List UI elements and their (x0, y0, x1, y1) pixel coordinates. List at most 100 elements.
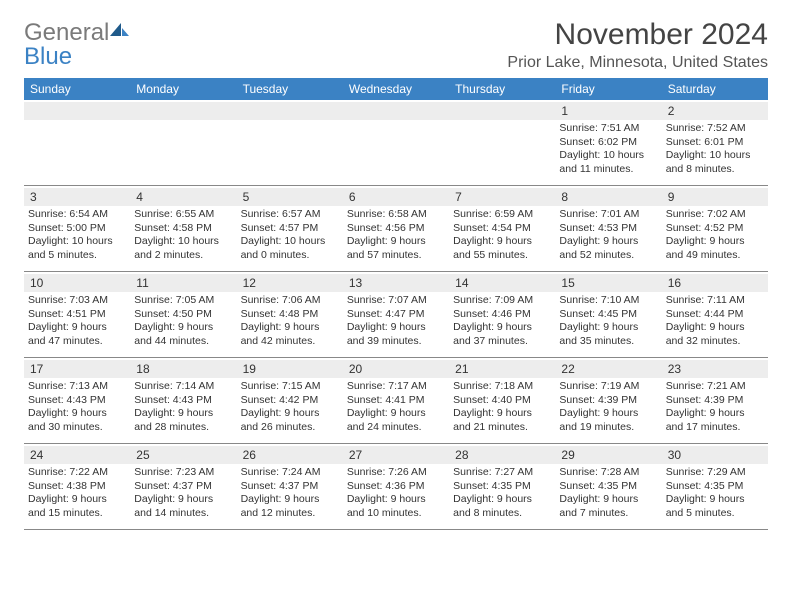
day-sunrise: Sunrise: 7:21 AM (666, 380, 764, 394)
day-daylight1: Daylight: 9 hours (559, 407, 657, 421)
logo: General Blue (24, 18, 131, 69)
day-number: 6 (343, 188, 449, 206)
day-cell (449, 100, 555, 186)
weekday-header: Wednesday (343, 78, 449, 100)
day-daylight2: and 8 minutes. (666, 163, 764, 177)
weekday-header: Tuesday (237, 78, 343, 100)
day-daylight1: Daylight: 9 hours (134, 493, 232, 507)
day-daylight2: and 5 minutes. (28, 249, 126, 263)
day-cell: 27Sunrise: 7:26 AMSunset: 4:36 PMDayligh… (343, 444, 449, 530)
day-sunset: Sunset: 4:43 PM (134, 394, 232, 408)
day-sunrise: Sunrise: 7:07 AM (347, 294, 445, 308)
day-number: 21 (449, 360, 555, 378)
empty-day-stripe (343, 102, 449, 120)
day-number: 27 (343, 446, 449, 464)
day-cell (130, 100, 236, 186)
day-number: 22 (555, 360, 661, 378)
day-daylight2: and 10 minutes. (347, 507, 445, 521)
day-sunset: Sunset: 4:35 PM (453, 480, 551, 494)
day-cell: 25Sunrise: 7:23 AMSunset: 4:37 PMDayligh… (130, 444, 236, 530)
day-sunrise: Sunrise: 7:29 AM (666, 466, 764, 480)
week-row: 3Sunrise: 6:54 AMSunset: 5:00 PMDaylight… (24, 186, 768, 272)
day-number: 24 (24, 446, 130, 464)
day-number: 1 (555, 102, 661, 120)
day-number: 26 (237, 446, 343, 464)
day-number: 20 (343, 360, 449, 378)
day-sunrise: Sunrise: 7:15 AM (241, 380, 339, 394)
week-row: 24Sunrise: 7:22 AMSunset: 4:38 PMDayligh… (24, 444, 768, 530)
day-number: 9 (662, 188, 768, 206)
day-number: 8 (555, 188, 661, 206)
day-cell: 9Sunrise: 7:02 AMSunset: 4:52 PMDaylight… (662, 186, 768, 272)
day-sunset: Sunset: 6:01 PM (666, 136, 764, 150)
day-daylight1: Daylight: 9 hours (453, 235, 551, 249)
day-sunrise: Sunrise: 7:28 AM (559, 466, 657, 480)
day-cell: 4Sunrise: 6:55 AMSunset: 4:58 PMDaylight… (130, 186, 236, 272)
day-daylight1: Daylight: 10 hours (28, 235, 126, 249)
logo-sail-icon (109, 22, 131, 40)
day-daylight1: Daylight: 9 hours (28, 407, 126, 421)
day-sunrise: Sunrise: 7:10 AM (559, 294, 657, 308)
day-sunset: Sunset: 4:39 PM (666, 394, 764, 408)
day-sunrise: Sunrise: 7:02 AM (666, 208, 764, 222)
day-number: 11 (130, 274, 236, 292)
day-daylight1: Daylight: 9 hours (666, 493, 764, 507)
weekday-header: Sunday (24, 78, 130, 100)
day-sunrise: Sunrise: 7:23 AM (134, 466, 232, 480)
day-sunset: Sunset: 4:54 PM (453, 222, 551, 236)
day-sunset: Sunset: 4:37 PM (241, 480, 339, 494)
day-number: 29 (555, 446, 661, 464)
day-cell: 24Sunrise: 7:22 AMSunset: 4:38 PMDayligh… (24, 444, 130, 530)
day-daylight2: and 19 minutes. (559, 421, 657, 435)
day-number: 12 (237, 274, 343, 292)
day-sunset: Sunset: 4:44 PM (666, 308, 764, 322)
day-cell: 23Sunrise: 7:21 AMSunset: 4:39 PMDayligh… (662, 358, 768, 444)
day-daylight2: and 2 minutes. (134, 249, 232, 263)
day-cell: 14Sunrise: 7:09 AMSunset: 4:46 PMDayligh… (449, 272, 555, 358)
day-daylight2: and 32 minutes. (666, 335, 764, 349)
day-daylight1: Daylight: 9 hours (241, 493, 339, 507)
weekday-header: Friday (555, 78, 661, 100)
month-title: November 2024 (507, 18, 768, 52)
week-row: 1Sunrise: 7:51 AMSunset: 6:02 PMDaylight… (24, 100, 768, 186)
empty-day-stripe (24, 102, 130, 120)
day-sunrise: Sunrise: 7:05 AM (134, 294, 232, 308)
day-sunrise: Sunrise: 6:54 AM (28, 208, 126, 222)
day-cell: 22Sunrise: 7:19 AMSunset: 4:39 PMDayligh… (555, 358, 661, 444)
calendar: SundayMondayTuesdayWednesdayThursdayFrid… (24, 78, 768, 530)
day-number: 7 (449, 188, 555, 206)
day-daylight1: Daylight: 9 hours (453, 321, 551, 335)
day-daylight1: Daylight: 9 hours (28, 321, 126, 335)
day-daylight1: Daylight: 9 hours (559, 493, 657, 507)
day-sunset: Sunset: 6:02 PM (559, 136, 657, 150)
day-sunrise: Sunrise: 7:24 AM (241, 466, 339, 480)
day-daylight2: and 39 minutes. (347, 335, 445, 349)
day-daylight1: Daylight: 9 hours (241, 321, 339, 335)
day-daylight2: and 26 minutes. (241, 421, 339, 435)
day-sunrise: Sunrise: 7:19 AM (559, 380, 657, 394)
day-sunrise: Sunrise: 7:01 AM (559, 208, 657, 222)
day-cell: 15Sunrise: 7:10 AMSunset: 4:45 PMDayligh… (555, 272, 661, 358)
day-sunrise: Sunrise: 7:13 AM (28, 380, 126, 394)
day-sunrise: Sunrise: 6:59 AM (453, 208, 551, 222)
day-sunset: Sunset: 5:00 PM (28, 222, 126, 236)
day-daylight2: and 47 minutes. (28, 335, 126, 349)
day-sunrise: Sunrise: 7:06 AM (241, 294, 339, 308)
day-daylight2: and 5 minutes. (666, 507, 764, 521)
day-daylight1: Daylight: 9 hours (666, 407, 764, 421)
logo-word-general: General (24, 19, 109, 46)
day-sunset: Sunset: 4:48 PM (241, 308, 339, 322)
day-number: 17 (24, 360, 130, 378)
day-daylight2: and 11 minutes. (559, 163, 657, 177)
day-daylight1: Daylight: 9 hours (347, 321, 445, 335)
week-row: 10Sunrise: 7:03 AMSunset: 4:51 PMDayligh… (24, 272, 768, 358)
day-cell: 21Sunrise: 7:18 AMSunset: 4:40 PMDayligh… (449, 358, 555, 444)
day-number: 4 (130, 188, 236, 206)
day-daylight2: and 49 minutes. (666, 249, 764, 263)
day-cell: 18Sunrise: 7:14 AMSunset: 4:43 PMDayligh… (130, 358, 236, 444)
day-number: 19 (237, 360, 343, 378)
day-daylight1: Daylight: 9 hours (134, 407, 232, 421)
day-cell: 5Sunrise: 6:57 AMSunset: 4:57 PMDaylight… (237, 186, 343, 272)
day-daylight1: Daylight: 10 hours (134, 235, 232, 249)
day-daylight2: and 52 minutes. (559, 249, 657, 263)
